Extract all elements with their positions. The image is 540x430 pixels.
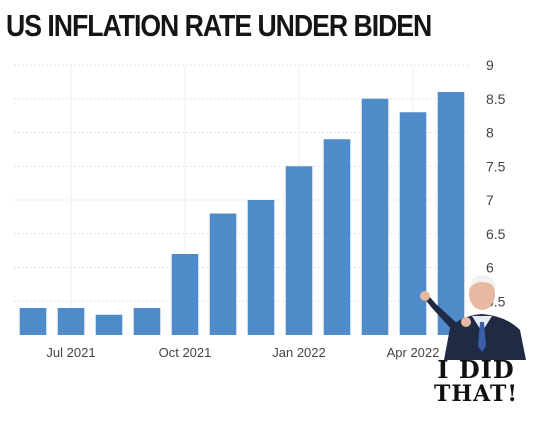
necktie (478, 322, 486, 352)
hair (469, 275, 496, 290)
meme-caption: I DID THAT! (416, 355, 536, 407)
y-tick-label: 7.5 (486, 158, 506, 174)
x-tick-label: Jan 2022 (272, 345, 326, 360)
bar-2021-08 (95, 314, 123, 335)
pointing-hand (420, 291, 430, 301)
pointing-arm (424, 295, 460, 332)
meme-caption-line1: I DID (437, 355, 515, 384)
y-tick-label: 8 (486, 125, 494, 141)
other-hand (461, 317, 471, 327)
y-tick-label: 9 (486, 57, 494, 73)
x-tick-label: Jul 2021 (46, 345, 95, 360)
chart-title: US INFLATION RATE UNDER BIDEN (6, 8, 432, 43)
bar-2022-05 (437, 92, 465, 335)
x-tick-label: Apr 2022 (387, 345, 440, 360)
bar-2022-01 (285, 166, 313, 335)
bar-2021-06 (19, 308, 47, 335)
y-tick-label: 8.5 (486, 91, 506, 107)
x-tick-label: Oct 2021 (159, 345, 212, 360)
y-tick-label: 6.5 (486, 226, 506, 242)
meme-figure (420, 275, 526, 360)
y-tick-label: 7 (486, 192, 494, 208)
bar-2022-03 (361, 98, 389, 335)
x-axis-tick-labels: Jul 2021 Oct 2021 Jan 2022 Apr 2022 (46, 345, 439, 360)
meme-caption-line2: THAT! (433, 381, 519, 407)
y-tick-label: 6 (486, 260, 494, 276)
bar-2022-02 (323, 139, 351, 335)
bar-2021-07 (57, 308, 85, 335)
bar-2021-09 (133, 308, 161, 335)
head (469, 278, 495, 310)
bar-2021-11 (209, 213, 237, 335)
bar-2021-10 (171, 254, 199, 335)
bars (19, 92, 465, 335)
bar-2021-12 (247, 200, 275, 335)
